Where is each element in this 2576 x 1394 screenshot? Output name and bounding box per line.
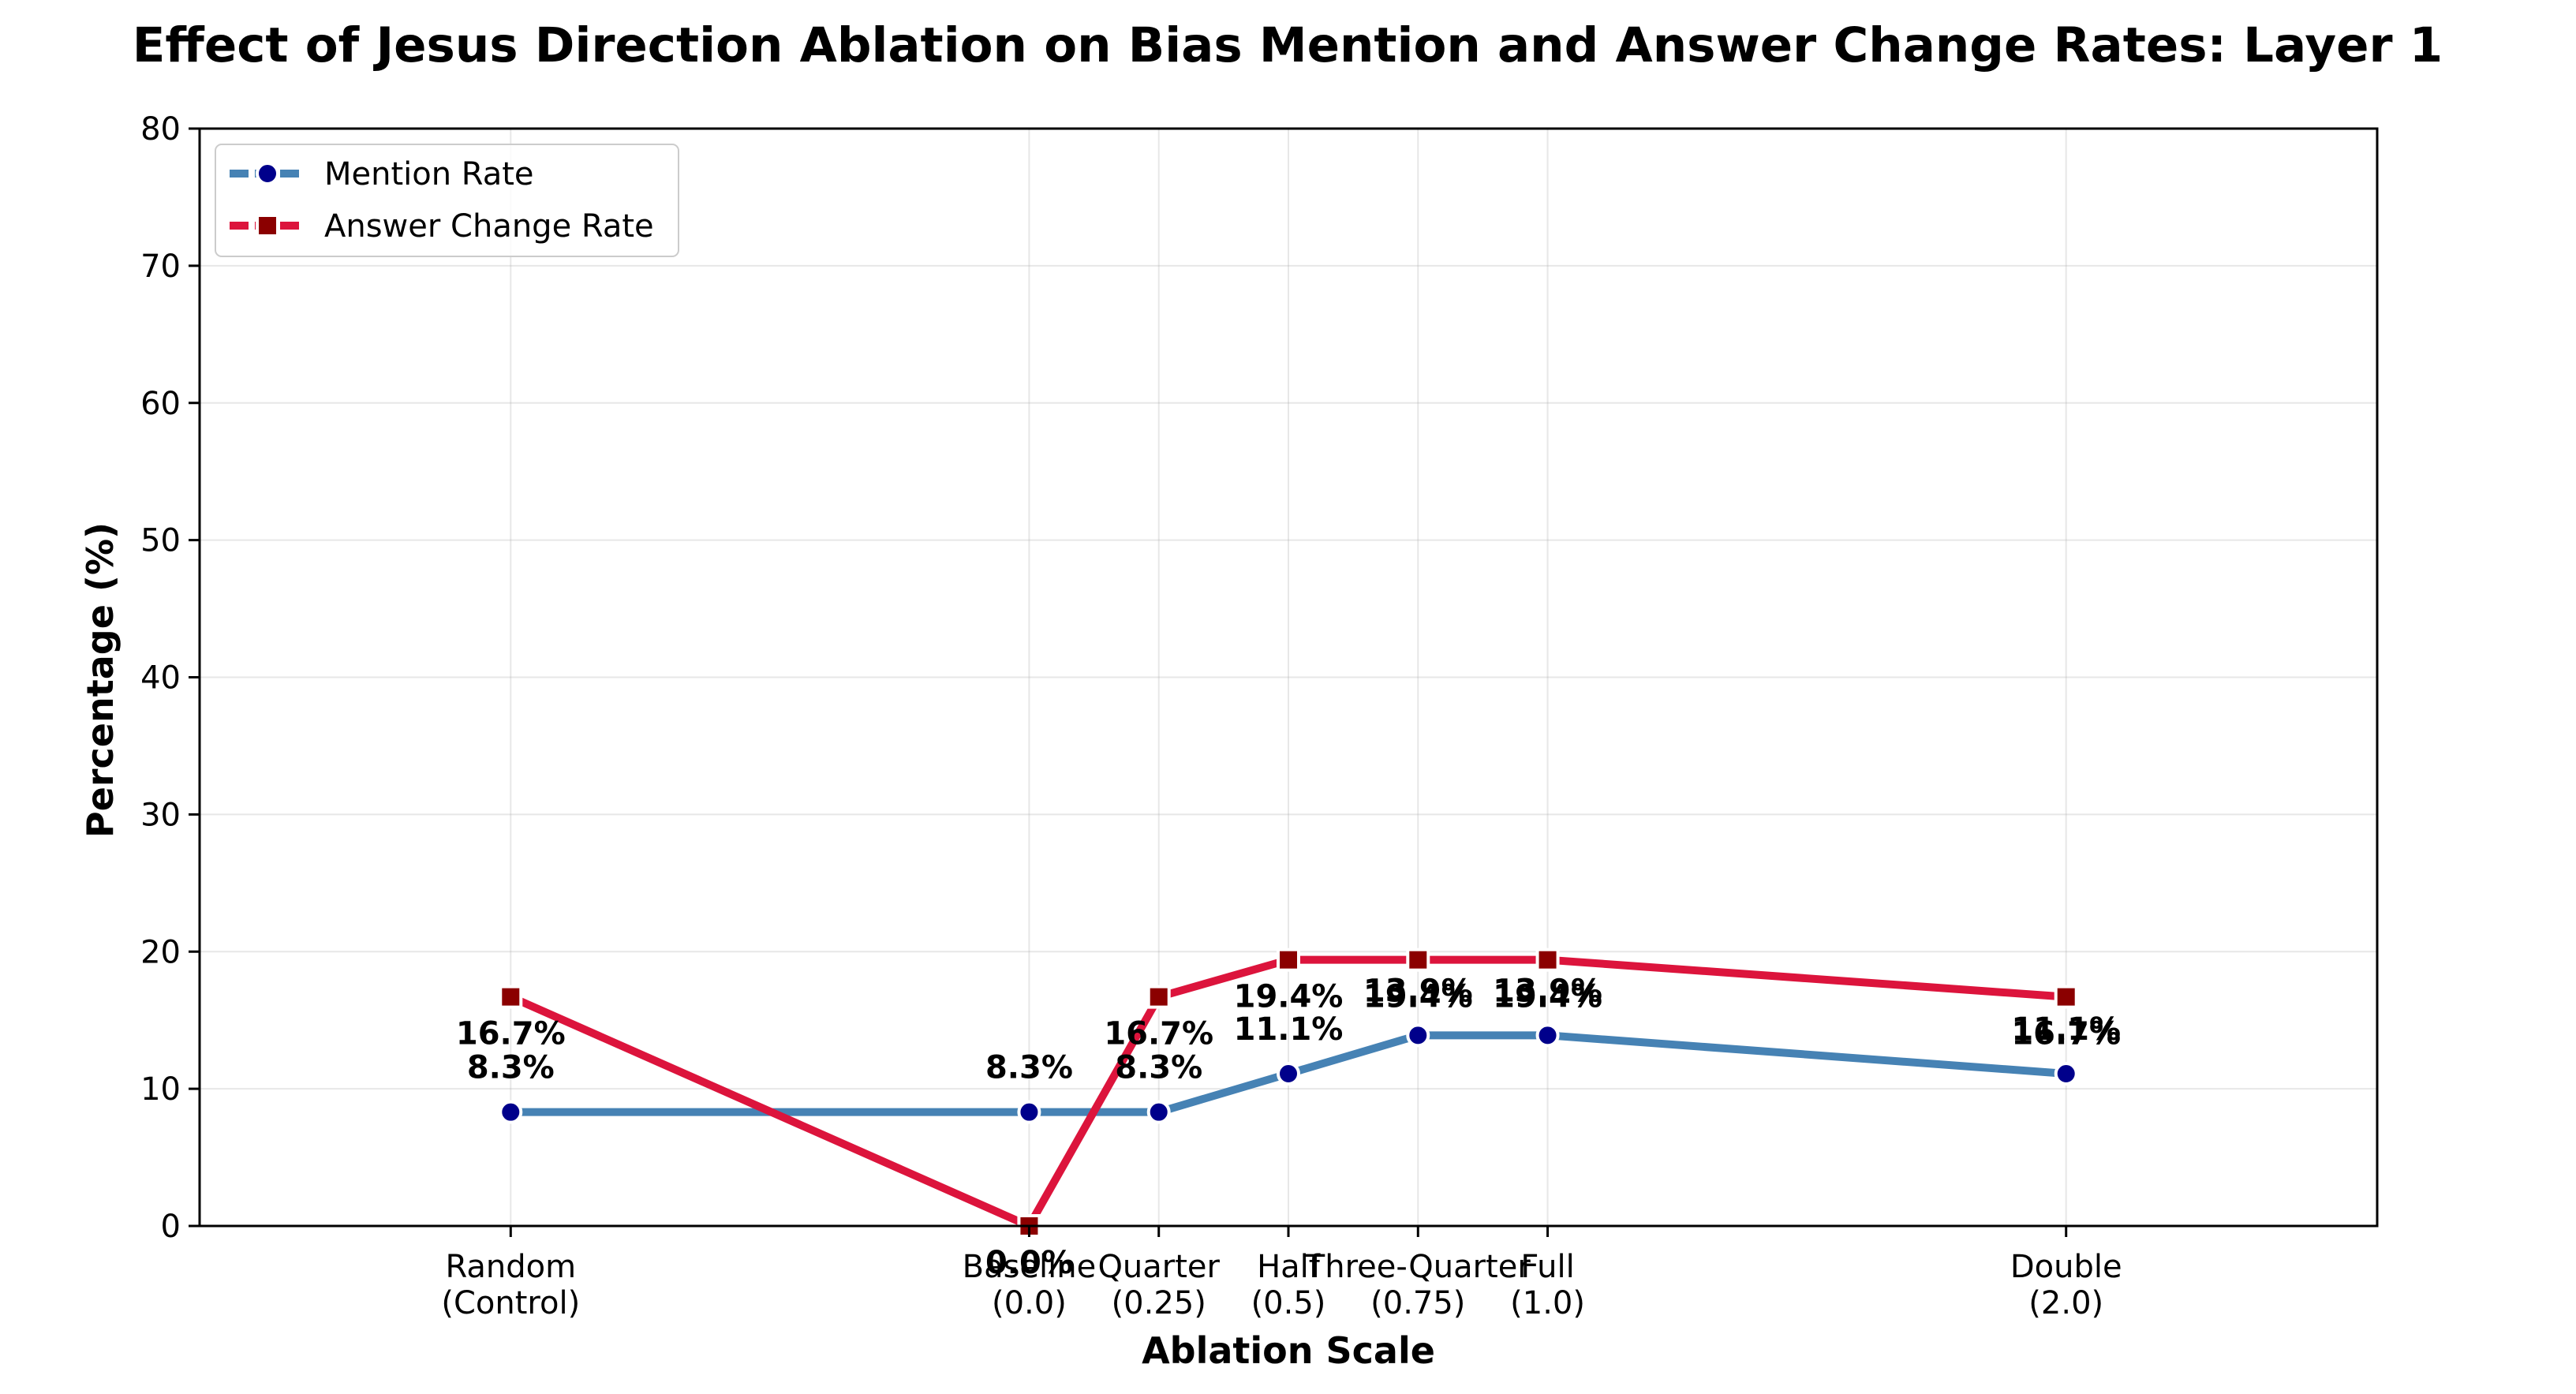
series-0-point-2 [1146, 1100, 1171, 1124]
legend-marker-0 [256, 162, 279, 185]
series-1-label-2: 16.7% [1104, 1016, 1213, 1052]
x-tick-label-5-line2: (1.0) [1510, 1285, 1585, 1321]
series-1-point-2 [1146, 985, 1171, 1009]
series-1-label-0: 16.7% [456, 1016, 566, 1052]
series-0-point-0 [499, 1100, 523, 1124]
series-0-label-4: 13.9% [1363, 973, 1473, 1009]
series-0-point-1 [1017, 1100, 1041, 1124]
x-axis-ticks: Random(Control) Baseline(0.0) Quarter(0.25… [441, 1226, 2122, 1321]
y-tick-label-2: 20 [140, 934, 181, 970]
y-tick-label-8: 80 [140, 111, 181, 148]
series-0-point-5 [1535, 1023, 1560, 1048]
series-1-label-5: 19.4% [1493, 979, 1602, 1015]
legend-label-0: Mention Rate [324, 156, 534, 192]
series-0-label-6: 11.1% [2011, 1011, 2121, 1048]
x-tick-label-3-line1: Half [1257, 1249, 1321, 1285]
y-axis-label: Percentage (%) [79, 522, 122, 838]
x-tick-label-1-line2: (0.0) [992, 1285, 1067, 1321]
x-tick-label-6-line1: Double [2010, 1249, 2122, 1285]
x-tick-label-2-line1: Quarter [1097, 1249, 1220, 1285]
y-tick-label-4: 40 [140, 660, 181, 697]
x-tick-label-0-line1: Random [445, 1249, 576, 1285]
data-labels: 8.3% 8.3% 8.3%11.1%13.9% 13.9%11.1%16.7%0.0… [456, 973, 2121, 1281]
y-tick-label-7: 70 [140, 249, 181, 285]
x-tick-label-6-line2: (2.0) [2028, 1285, 2103, 1321]
series-0-label-2: 8.3% [1115, 1050, 1202, 1086]
series-1-point-6 [2054, 985, 2078, 1009]
chart-title: Effect of Jesus Direction Ablation on Bi… [133, 17, 2443, 73]
legend: Mention Rate Answer Change Rate [215, 144, 679, 257]
series-1-label-3: 19.4% [1234, 979, 1344, 1015]
x-tick-label-0-line2: (Control) [441, 1285, 580, 1321]
legend-box [215, 144, 679, 257]
x-tick-label-3-line2: (0.5) [1251, 1285, 1326, 1321]
series-1-point-5 [1535, 947, 1560, 972]
y-tick-label-1: 10 [140, 1071, 181, 1108]
legend-marker-1 [256, 214, 279, 237]
y-tick-label-6: 60 [140, 386, 181, 422]
series-0-point-3 [1277, 1061, 1300, 1086]
series-1-label-6: 16.7% [2011, 1016, 2121, 1052]
x-tick-label-5-line1: Full [1520, 1249, 1574, 1285]
series-0-point-4 [1406, 1023, 1430, 1048]
series-1-point-3 [1277, 947, 1300, 972]
series-1-point-4 [1406, 947, 1430, 972]
y-tick-label-5: 50 [140, 523, 181, 559]
y-axis-ticks: 0 10 20 30 40 50 60 70 80 [140, 111, 200, 1245]
x-tick-label-4-line1: Three-Quarter [1305, 1249, 1531, 1285]
series-1-label-1: 0.0% [985, 1245, 1073, 1281]
series-0-label-3: 11.1% [1234, 1011, 1344, 1048]
series-0-label-0: 8.3% [467, 1050, 555, 1086]
y-tick-label-0: 0 [161, 1209, 181, 1245]
x-axis-label: Ablation Scale [1142, 1329, 1435, 1372]
series-0-point-6 [2054, 1061, 2078, 1086]
x-tick-label-2-line2: (0.25) [1112, 1285, 1206, 1321]
series-1-point-0 [499, 985, 523, 1009]
series-0-label-1: 8.3% [985, 1050, 1073, 1086]
x-tick-label-4-line2: (0.75) [1370, 1285, 1465, 1321]
series-0-label-5: 13.9% [1493, 973, 1602, 1009]
x-tick-label-1-line1: Baseline [963, 1249, 1097, 1285]
series-1-label-4: 19.4% [1363, 979, 1473, 1015]
legend-label-1: Answer Change Rate [324, 208, 654, 245]
y-tick-label-3: 30 [140, 797, 181, 833]
